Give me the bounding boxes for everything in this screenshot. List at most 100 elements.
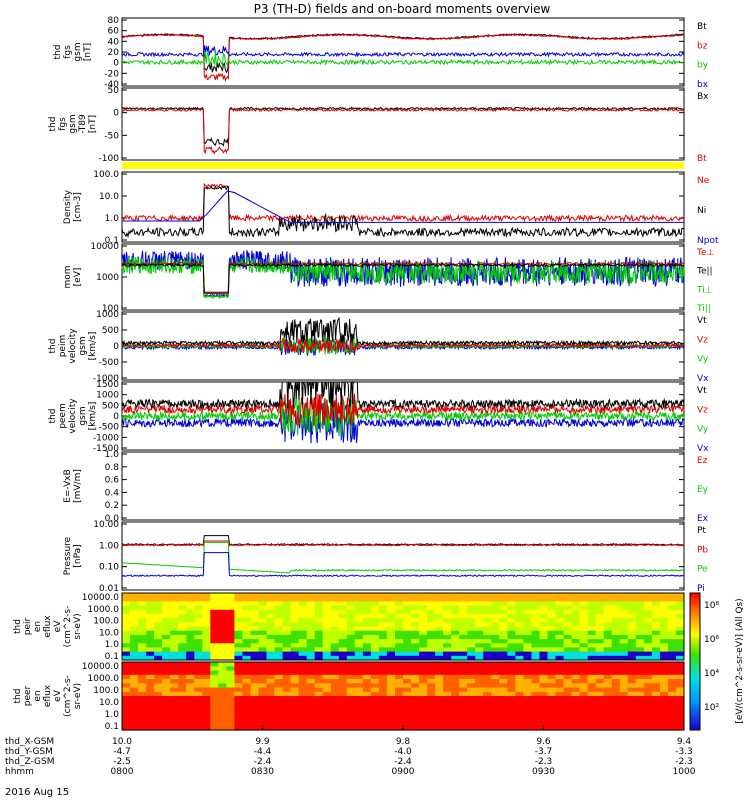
ephem-value: -4.4 [254,747,272,757]
legend-Pb: Pb [697,545,708,555]
ytick-label: 40 [108,37,120,47]
ylabel-group: thd peir en eflux eV (cm^2-s-sr-eV) [13,606,83,648]
ytick-label: 0.6 [105,476,120,486]
ephem-value: -2.4 [394,757,412,767]
ephem-label-thd_X-GSM: thd_X-GSM [5,737,54,747]
legend-bz: bz [697,41,708,51]
ytick-label: 10000.0 [82,662,119,672]
legend-Vy: Vy [697,355,709,365]
legend-Ne: Ne [697,176,710,186]
ylabel-line: [nT] [88,115,98,133]
legend-by: by [697,61,709,71]
ytick-label: 10.0 [99,628,119,638]
series-Vz [121,393,685,427]
legend-Vx: Vx [697,374,709,384]
ylabel-group: mom [eV] [63,265,83,288]
legend-Ti⊥: Ti⊥ [696,285,713,295]
ylabel-line: en [33,690,43,701]
legend-Vt: Vt [697,316,707,326]
colorbar-tick: 10⁸ [704,601,719,611]
ytick-label: 1.00 [99,541,119,551]
ephem-value: 10.0 [112,737,132,747]
ylabel-line: gsm [78,406,88,425]
ytick-label: 1000 [96,310,119,320]
series-group [121,249,685,300]
legend-Te⊥: Te⊥ [696,248,715,258]
legend-Bt: Bt [697,22,707,32]
ylabel-line: eflux [43,615,53,638]
colorbar-label-group: [eV/(cm^2-s-sr-eV)] (All Qs) [735,598,745,723]
ephem-label-thd_Y-GSM: thd_Y-GSM [5,747,53,757]
ylabel-line: fgs [58,117,68,131]
ytick-label: 0.1 [105,722,119,732]
ylabel-line: thd [53,45,63,60]
ylabel-line: E=-VxB [63,469,73,503]
series-Pt [121,535,685,546]
ephem-value: -2.4 [254,757,272,767]
legend-bx: bx [697,80,709,90]
series-group [121,182,685,239]
series-group [121,32,685,83]
legend-Ez: Ez [697,456,708,466]
ytick-label: 0 [113,342,119,352]
ytick-label: 0 [113,59,119,69]
date-label: 2016 Aug 15 [5,787,69,798]
series-Pb [121,540,685,547]
ylabel-group: thd peim velocity gsm [km/s] [48,328,98,364]
ephem-value: -3.3 [675,747,693,757]
ylabel-line: eflux [43,684,53,707]
ylabel-line: thd [48,409,58,424]
ytick-label: 500 [102,401,119,411]
ephem-value: -2.5 [113,757,131,767]
series-group [121,316,685,356]
ylabel-line: eV [53,620,63,633]
ytick-label: 10.0 [99,192,119,202]
legend-Vx: Vx [697,444,709,454]
ytick-label: 0.4 [105,488,120,498]
ytick-label: -1000 [93,374,119,384]
panel-vi: 1000 500 0 -500 -1000 thd peim velocity gsm [km/s… [48,310,709,384]
series-Ne [121,182,685,223]
legend-Pt: Pt [697,526,706,536]
ylabel-line: (cm^2-s- [63,606,73,648]
ephem-value: 0900 [392,767,415,777]
ytick-label: 80 [108,16,120,26]
ytick-label: 0.2 [105,501,119,511]
ephem-value: 9.6 [536,737,551,747]
series-Bt2 [121,107,685,155]
figure-title: P3 (TH-D) fields and on-board moments ov… [254,2,551,16]
series-group [121,106,685,155]
ytick-label: 1000.0 [88,674,120,684]
ytick-label: 100.0 [93,686,119,696]
ylabel-line: sr-eV) [73,683,83,709]
legend-Ex: Ex [697,514,709,524]
ephem-label-thd_Z-GSM: thd_Z-GSM [5,757,54,767]
legend-Npot: Npot [697,236,719,246]
series-group [121,380,685,444]
ylabel-line: thd [13,619,23,634]
ephem-value: 1000 [673,767,696,777]
legend-Ni: Ni [697,206,706,216]
data-gap-bar [122,162,684,169]
ytick-label: 10000.0 [82,593,119,603]
ylabel-line: [mV/m] [73,469,83,503]
ylabel-line: peer [23,685,33,706]
ytick-label: 1.0 [105,710,120,720]
series-bz [121,33,685,83]
panel-temp: 10000 1000 100 mom [eV] Te⊥ Te|| Ti⊥ Ti|| [63,242,715,314]
legend-Vt: Vt [697,386,707,396]
ylabel-line: (cm^2-s- [63,675,73,717]
ytick-label: -1000 [93,433,119,443]
colorbar-tick: 10⁴ [704,669,719,679]
ytick-label: 50 [108,86,120,96]
ylabel-line: sr-eV) [73,613,83,639]
ephem-value: 9.9 [255,737,270,747]
colorbar-label: [eV/(cm^2-s-sr-eV)] (All Qs) [735,598,745,723]
colorbar-tick: 10² [704,703,719,713]
legend-Te||: Te|| [696,267,713,277]
ylabel-line: [nT] [83,43,93,61]
ylabel-line: Pressure [63,536,73,575]
ylabel-line: thd [13,689,23,704]
